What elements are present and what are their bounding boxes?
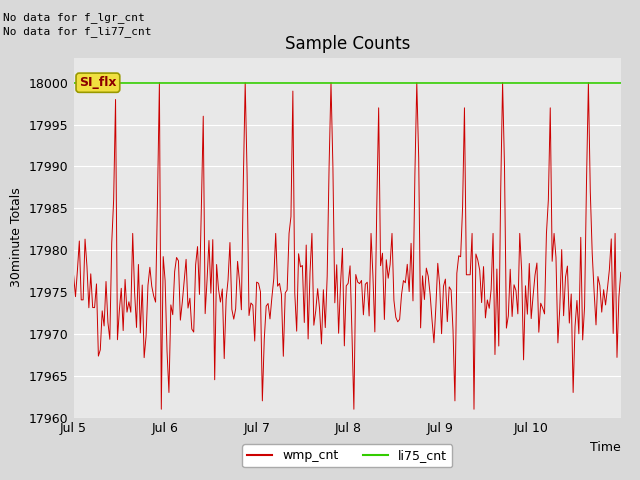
li75_cnt bbox=[117, 80, 125, 85]
Text: No data for f_lgr_cnt: No data for f_lgr_cnt bbox=[3, 12, 145, 23]
X-axis label: Time: Time bbox=[590, 441, 621, 454]
Title: Sample Counts: Sample Counts bbox=[285, 35, 410, 53]
li75_cnt bbox=[617, 80, 625, 85]
li75_cnt bbox=[539, 80, 547, 85]
li75_cnt bbox=[570, 80, 577, 85]
wmp_cnt bbox=[156, 80, 163, 85]
wmp_cnt bbox=[543, 230, 550, 236]
wmp_cnt bbox=[573, 298, 580, 303]
wmp_cnt bbox=[556, 305, 564, 311]
wmp_cnt bbox=[350, 407, 358, 412]
Y-axis label: 30minute Totals: 30minute Totals bbox=[10, 188, 23, 288]
wmp_cnt bbox=[157, 407, 165, 412]
Text: SI_flx: SI_flx bbox=[79, 76, 116, 89]
wmp_cnt bbox=[533, 260, 541, 266]
li75_cnt bbox=[70, 80, 77, 85]
Text: No data for f_li77_cnt: No data for f_li77_cnt bbox=[3, 26, 152, 37]
li75_cnt bbox=[552, 80, 560, 85]
Legend: wmp_cnt, li75_cnt: wmp_cnt, li75_cnt bbox=[242, 444, 452, 467]
Line: wmp_cnt: wmp_cnt bbox=[74, 83, 621, 409]
wmp_cnt bbox=[70, 273, 77, 278]
wmp_cnt bbox=[617, 269, 625, 275]
li75_cnt bbox=[346, 80, 354, 85]
li75_cnt bbox=[529, 80, 537, 85]
wmp_cnt bbox=[117, 286, 125, 291]
